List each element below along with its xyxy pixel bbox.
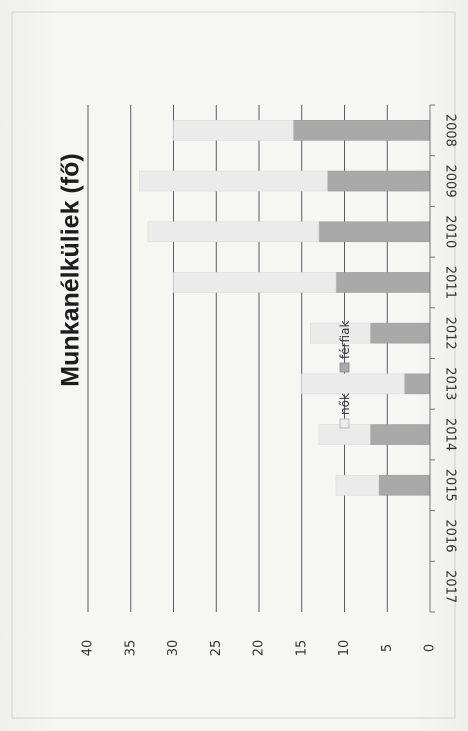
bar-2009-ferfiak bbox=[327, 170, 431, 192]
legend-label-ferfiak: férfiak bbox=[338, 321, 352, 359]
value-tick-labels: 0 5 10 15 20 25 30 35 40 bbox=[81, 640, 438, 657]
x-tick-label-2013: 2013 bbox=[443, 367, 458, 400]
bar-2011-ferfiak bbox=[335, 272, 431, 293]
y-tick-label-25: 25 bbox=[209, 640, 224, 657]
bar-2008-ferfiak bbox=[292, 120, 431, 141]
x-tick-label-2017: 2017 bbox=[443, 570, 458, 603]
bar-2012-nok bbox=[309, 322, 371, 344]
bar-2012-ferfiak bbox=[369, 322, 431, 344]
bar-2013-ferfiak bbox=[404, 373, 431, 395]
x-tick-label-2016: 2016 bbox=[443, 519, 458, 552]
y-tick-label-35: 35 bbox=[123, 640, 138, 657]
legend-swatch-ferfiak bbox=[339, 362, 350, 373]
y-tick-label-40: 40 bbox=[81, 640, 96, 657]
y-tick-label-0: 0 bbox=[423, 644, 438, 652]
y-tick-label-10: 10 bbox=[337, 640, 352, 657]
chart-title: Munkanélküliek (fő) bbox=[57, 153, 85, 386]
x-tick-label-2014: 2014 bbox=[443, 418, 458, 451]
legend-label-nok: nők bbox=[338, 393, 352, 415]
x-tick-label-2009: 2009 bbox=[443, 165, 458, 198]
chart-frame bbox=[11, 11, 456, 719]
bar-2010-nok bbox=[147, 221, 320, 243]
bar-2009-nok bbox=[139, 170, 328, 192]
bar-2010-ferfiak bbox=[318, 221, 431, 243]
y-tick-label-15: 15 bbox=[294, 640, 309, 657]
category-labels: 2008 2009 2010 2011 2012 2013 2014 2015 2016 2017 bbox=[443, 114, 458, 603]
x-tick-label-2015: 2015 bbox=[443, 469, 458, 502]
legend: nők férfiak bbox=[338, 321, 352, 429]
x-tick-label-2008: 2008 bbox=[443, 114, 458, 147]
bar-2014-ferfiak bbox=[369, 424, 431, 445]
bar-2013-nok bbox=[301, 373, 405, 395]
y-tick-label-5: 5 bbox=[380, 644, 395, 652]
y-tick-label-20: 20 bbox=[252, 640, 267, 657]
x-tick-label-2011: 2011 bbox=[443, 266, 458, 299]
bar-2015-nok bbox=[335, 474, 380, 496]
x-tick-label-2012: 2012 bbox=[443, 317, 458, 350]
y-tick-label-30: 30 bbox=[166, 640, 181, 657]
category-tick-marks bbox=[430, 104, 435, 613]
x-tick-label-2010: 2010 bbox=[443, 215, 458, 248]
legend-swatch-nok bbox=[339, 418, 350, 429]
bar-2015-ferfiak bbox=[378, 474, 431, 496]
bars bbox=[139, 120, 431, 496]
bar-2008-nok bbox=[173, 120, 294, 141]
bar-2011-nok bbox=[173, 272, 337, 293]
